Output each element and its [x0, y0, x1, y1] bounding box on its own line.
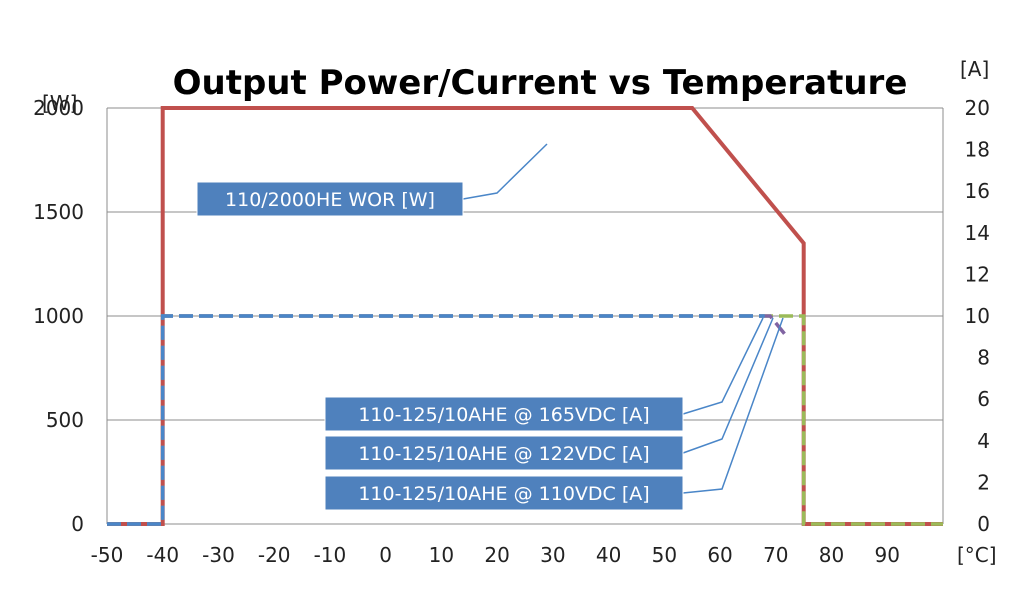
- data-label-4: 110-125/10AHE @ 110VDC [A]: [358, 483, 649, 505]
- y-left-tick-label: 1000: [33, 304, 84, 328]
- label-box-1: [196, 181, 464, 217]
- chart-title: Output Power/Current vs Temperature: [173, 63, 908, 103]
- y-right-tick-label: 2: [977, 470, 990, 494]
- y-left-ticks: 0 500 1000 1500 2000: [33, 96, 84, 536]
- x-tick-label: 0: [379, 543, 392, 567]
- y-right-tick-label: 18: [965, 138, 990, 162]
- y-right-tick-label: 8: [977, 346, 990, 370]
- label-box-3: [324, 435, 684, 471]
- x-tick-label: -20: [258, 543, 291, 567]
- y-left-tick-label: 1500: [33, 200, 84, 224]
- x-unit: [°C]: [957, 543, 997, 567]
- data-label-1: 110/2000HE WOR [W]: [225, 189, 435, 211]
- y-left-tick-label: 500: [46, 408, 84, 432]
- y-right-tick-label: 12: [965, 262, 990, 286]
- label-leader-1: [462, 143, 548, 200]
- x-tick-label: -10: [314, 543, 347, 567]
- y-right-tick-label: 20: [965, 96, 990, 120]
- x-tick-label: 10: [429, 543, 454, 567]
- y-right-tick-label: 6: [977, 387, 990, 411]
- y-right-tick-label: 4: [977, 429, 990, 453]
- y-left-tick-label: 2000: [33, 96, 84, 120]
- x-tick-label: -40: [146, 543, 179, 567]
- x-tick-label: 50: [652, 543, 677, 567]
- x-tick-label: 90: [875, 543, 900, 567]
- y-left-unit: [W]: [42, 91, 77, 115]
- series-line-2: [107, 314, 765, 526]
- y-right-ticks: 0 2 4 6 8 10 12 14 16 18 20: [965, 96, 990, 536]
- gridlines: [107, 107, 943, 421]
- label-leader-2: [682, 317, 764, 415]
- x-tick-label: 70: [763, 543, 788, 567]
- x-tick-label: 40: [596, 543, 621, 567]
- label-box-2: [324, 396, 684, 432]
- y-right-tick-label: 10: [965, 304, 990, 328]
- data-label-2: 110-125/10AHE @ 165VDC [A]: [358, 404, 649, 426]
- y-right-tick-label: 0: [977, 512, 990, 536]
- y-right-tick-label: 14: [965, 221, 990, 245]
- y-right-unit: [A]: [960, 57, 989, 81]
- data-label-3: 110-125/10AHE @ 122VDC [A]: [358, 443, 649, 465]
- x-tick-label: -30: [202, 543, 235, 567]
- label-box-4: [324, 475, 684, 511]
- label-leader-3: [682, 317, 774, 454]
- data-labels: 110/2000HE WOR [W] 110-125/10AHE @ 165VDC…: [196, 143, 784, 511]
- x-ticks: -50 -40 -30 -20 -10 0 10 20 30 40 50 60 70 80 90: [91, 543, 900, 567]
- x-tick-label: 60: [707, 543, 732, 567]
- x-tick-label: 30: [540, 543, 565, 567]
- x-tick-label: 80: [819, 543, 844, 567]
- x-tick-label: -50: [91, 543, 124, 567]
- y-right-tick-label: 16: [965, 179, 990, 203]
- x-tick-label: 20: [484, 543, 509, 567]
- label-leader-4: [682, 317, 784, 494]
- series-lines: [107, 106, 943, 526]
- y-left-tick-label: 0: [71, 512, 84, 536]
